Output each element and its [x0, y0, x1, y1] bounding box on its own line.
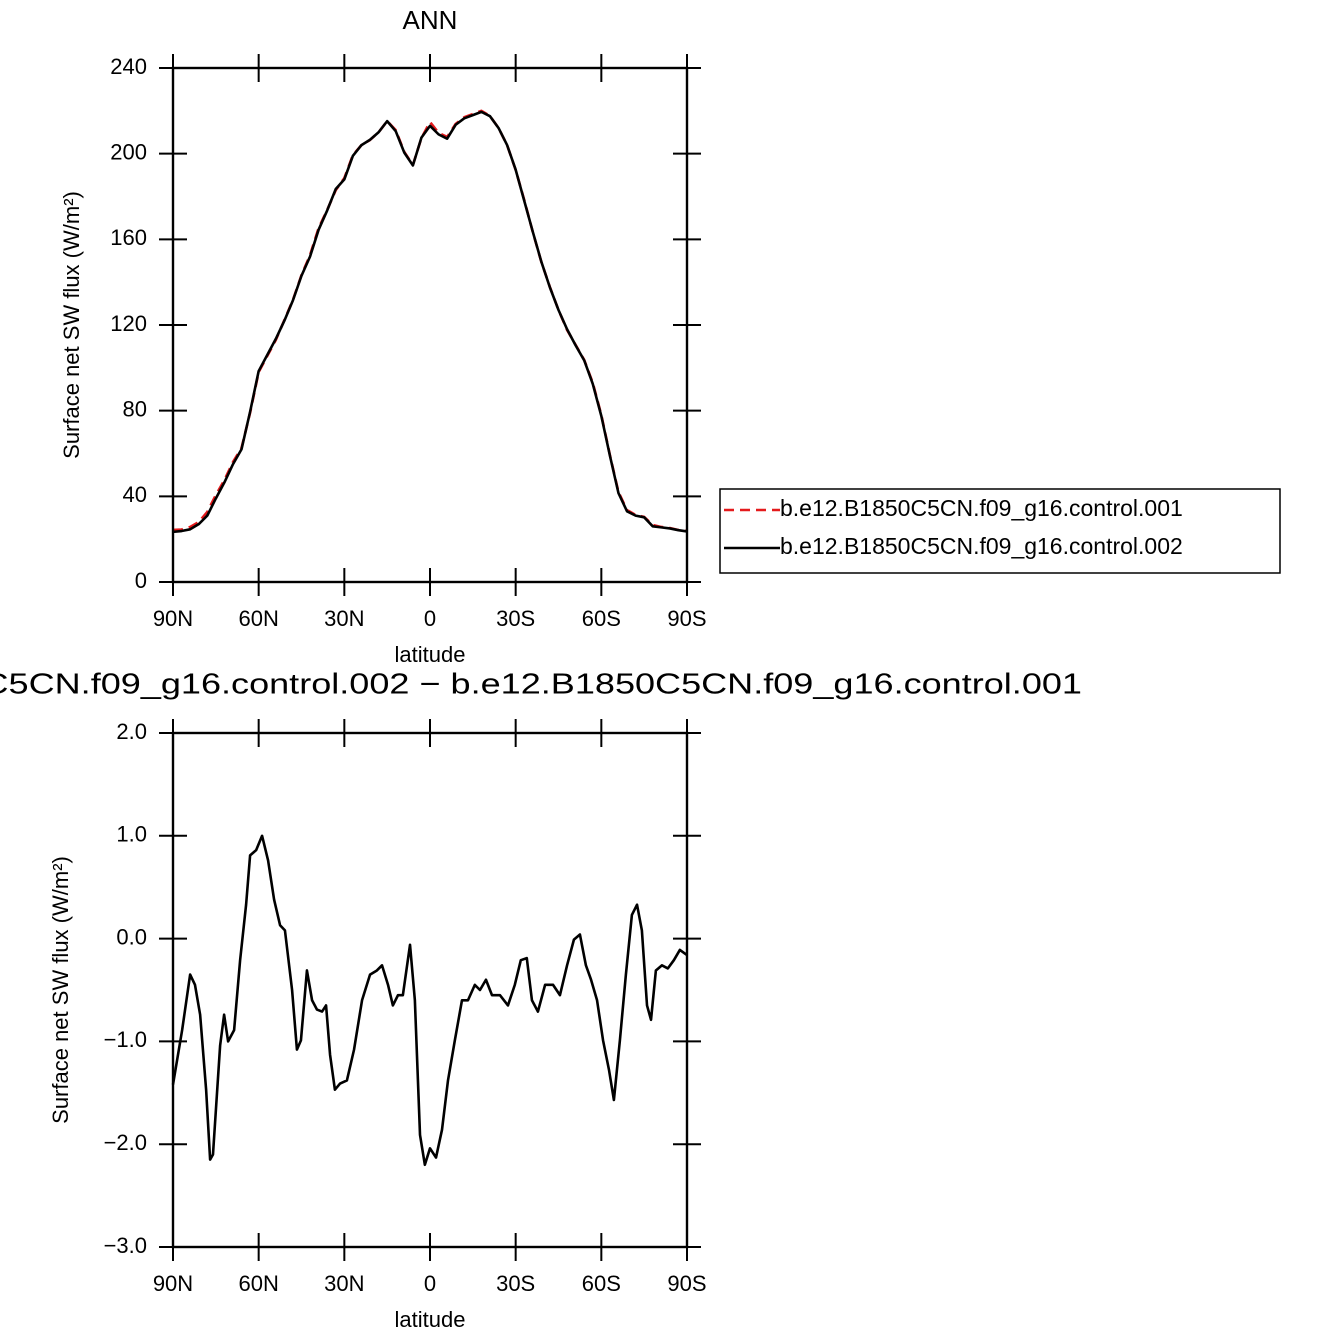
x-tick-label: 60S — [582, 606, 621, 631]
y-tick-label: 1.0 — [116, 822, 147, 847]
y-tick-label: −2.0 — [104, 1130, 147, 1155]
x-axis-label: latitude — [395, 1307, 466, 1332]
plot-frame — [171, 66, 689, 584]
y-axis-label: Surface net SW flux (W/m²) — [48, 856, 73, 1124]
plot-frame — [171, 731, 689, 1249]
x-tick-label: 30N — [324, 1271, 364, 1296]
y-tick-label: 240 — [110, 54, 147, 79]
x-tick-label: 90S — [667, 1271, 706, 1296]
legend-label: b.e12.B1850C5CN.f09_g16.control.001 — [780, 495, 1183, 521]
x-tick-label: 90N — [153, 1271, 193, 1296]
x-tick-label: 30N — [324, 606, 364, 631]
y-axis-label: Surface net SW flux (W/m²) — [59, 191, 84, 459]
y-tick-label: 0.0 — [116, 924, 147, 949]
chart-title: b.e12.B1850C5CN.f09_g16.control.002 − b.… — [0, 669, 1082, 701]
y-tick-label: 120 — [110, 311, 147, 336]
data-line — [171, 834, 688, 1167]
y-tick-label: −1.0 — [104, 1027, 147, 1052]
y-tick-label: 160 — [110, 225, 147, 250]
y-tick-label: 0 — [135, 568, 147, 593]
x-axis-label: latitude — [395, 642, 466, 667]
y-tick-label: 40 — [123, 482, 147, 507]
chart-title: ANN — [403, 5, 458, 35]
x-tick-label: 90S — [667, 606, 706, 631]
x-tick-label: 0 — [424, 606, 436, 631]
x-tick-label: 30S — [496, 606, 535, 631]
y-tick-label: 200 — [110, 139, 147, 164]
x-tick-label: 60S — [582, 1271, 621, 1296]
x-tick-label: 60N — [238, 606, 278, 631]
x-tick-label: 60N — [238, 1271, 278, 1296]
y-tick-label: 2.0 — [116, 719, 147, 744]
data-line — [172, 109, 688, 533]
y-tick-label: −3.0 — [104, 1233, 147, 1258]
x-tick-label: 30S — [496, 1271, 535, 1296]
x-tick-label: 90N — [153, 606, 193, 631]
data-line — [172, 110, 688, 534]
legend-label: b.e12.B1850C5CN.f09_g16.control.002 — [780, 533, 1183, 559]
legend-box — [719, 488, 1281, 574]
y-tick-label: 80 — [123, 396, 147, 421]
x-tick-label: 0 — [424, 1271, 436, 1296]
